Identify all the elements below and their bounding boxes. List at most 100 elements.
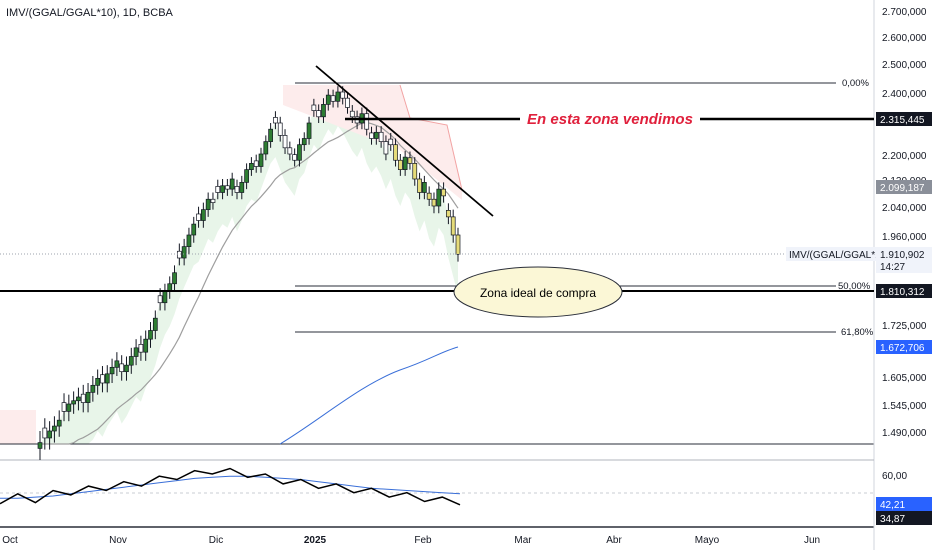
candle bbox=[109, 366, 115, 375]
candle bbox=[325, 94, 331, 105]
candle bbox=[335, 91, 341, 102]
candle bbox=[162, 290, 168, 304]
candle bbox=[114, 360, 120, 368]
candle bbox=[201, 209, 206, 221]
candle bbox=[186, 234, 192, 247]
resistance-band-early bbox=[0, 410, 36, 444]
candle bbox=[383, 141, 389, 155]
candle bbox=[215, 186, 221, 193]
candle bbox=[441, 188, 446, 197]
candle bbox=[321, 104, 326, 118]
candle bbox=[417, 178, 422, 193]
candle bbox=[80, 393, 86, 403]
candle bbox=[90, 384, 96, 393]
time-tick-label: Nov bbox=[109, 535, 127, 546]
time-tick-label: Oct bbox=[2, 535, 18, 546]
badge-countdown-text: 14:27 bbox=[880, 262, 905, 273]
candle bbox=[176, 250, 182, 259]
candle bbox=[191, 223, 197, 236]
candle bbox=[426, 192, 432, 200]
candle bbox=[71, 400, 76, 405]
price-tick-label: 2.700,000 bbox=[882, 7, 927, 18]
candle bbox=[148, 330, 153, 340]
candle bbox=[42, 427, 48, 439]
sold-zone-annotation[interactable]: En esta zona vendimos bbox=[527, 111, 693, 128]
price-tick-label: 2.040,000 bbox=[882, 203, 927, 214]
chart-title: IMV/(GGAL/GGAL*10), 1D, BCBA bbox=[6, 7, 174, 19]
candle bbox=[196, 213, 201, 221]
price-axis[interactable]: 2.700,000 2.600,000 2.500,000 2.400,000 2.20… bbox=[882, 7, 927, 439]
candle bbox=[292, 154, 297, 161]
badge-osc bbox=[876, 511, 932, 525]
resistance-band bbox=[283, 85, 462, 200]
candle bbox=[128, 356, 134, 366]
candle bbox=[249, 163, 254, 170]
candle bbox=[220, 185, 225, 193]
candle bbox=[407, 157, 413, 164]
price-tick-label: 1.605,000 bbox=[882, 373, 927, 384]
candle bbox=[37, 442, 43, 449]
price-tick-label: 1.490,000 bbox=[882, 428, 927, 439]
candle bbox=[378, 131, 384, 142]
time-tick-label: Abr bbox=[606, 535, 622, 546]
buy-zone-ellipse[interactable] bbox=[453, 266, 623, 318]
buy-zone-annotation: Zona ideal de compra bbox=[480, 286, 596, 300]
badge-moving-average-text: 2.099,187 bbox=[880, 183, 925, 194]
badge-osc-text: 34,87 bbox=[880, 514, 905, 525]
candle bbox=[316, 110, 322, 118]
price-tick-label: 2.600,000 bbox=[882, 33, 927, 44]
oscillator-line bbox=[0, 467, 461, 506]
time-tick-label: 2025 bbox=[304, 535, 327, 546]
fib-label-0: 0,00% bbox=[842, 78, 869, 89]
badge-osc-average-text: 42,21 bbox=[880, 500, 905, 511]
candle bbox=[402, 156, 408, 170]
candle bbox=[152, 317, 158, 331]
price-tick-label: 1.960,000 bbox=[882, 232, 927, 243]
osc-tick-60: 60,00 bbox=[882, 471, 907, 482]
candle bbox=[268, 128, 273, 142]
candle bbox=[373, 131, 379, 139]
indicator-bands bbox=[0, 84, 463, 444]
time-axis[interactable]: Oct Nov Dic 2025 Feb Mar Abr Mayo Jun bbox=[2, 535, 820, 546]
candle bbox=[95, 377, 101, 386]
badge-buy-zone-text: 1.810,312 bbox=[880, 287, 925, 298]
candle bbox=[340, 91, 346, 99]
candle bbox=[446, 210, 451, 218]
price-tick-label: 2.500,000 bbox=[882, 60, 927, 71]
candle bbox=[143, 338, 149, 353]
candle bbox=[397, 159, 403, 170]
badge-moving-average bbox=[876, 180, 932, 194]
badge-ma200 bbox=[876, 340, 932, 354]
candlestick-series bbox=[37, 86, 461, 460]
badge-buy-zone bbox=[876, 284, 932, 298]
candle bbox=[76, 396, 81, 402]
moving-average-line bbox=[40, 121, 459, 445]
candle bbox=[455, 234, 461, 255]
badge-sold-zone-text: 2.315,445 bbox=[880, 115, 925, 126]
candle bbox=[138, 344, 144, 353]
candle bbox=[234, 186, 240, 193]
candle bbox=[258, 153, 264, 167]
candle bbox=[104, 373, 110, 384]
candle bbox=[311, 104, 317, 111]
candle bbox=[239, 182, 245, 193]
resistance-edge bbox=[399, 84, 463, 191]
candle bbox=[47, 430, 52, 439]
candle bbox=[66, 403, 72, 412]
trend-line[interactable] bbox=[315, 65, 494, 217]
price-tick-label: 2.200,000 bbox=[882, 151, 927, 162]
candle bbox=[119, 363, 125, 373]
candle bbox=[277, 122, 283, 136]
badge-symbol bbox=[786, 247, 876, 261]
candle bbox=[133, 347, 139, 357]
candle bbox=[364, 113, 370, 130]
candle bbox=[85, 391, 91, 403]
candle bbox=[263, 141, 269, 155]
candle bbox=[61, 402, 67, 412]
time-tick-label: Mayo bbox=[695, 535, 720, 546]
candle bbox=[124, 364, 129, 373]
time-tick-label: Mar bbox=[514, 535, 532, 546]
candle bbox=[225, 185, 230, 190]
candle bbox=[369, 132, 374, 139]
